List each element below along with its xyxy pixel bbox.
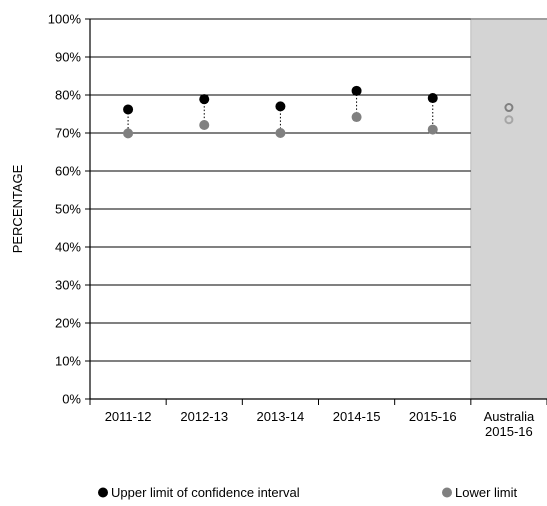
x-tick-label: 2015-16 xyxy=(409,409,457,424)
lower-limit-point xyxy=(427,124,438,135)
reference-label: Australia xyxy=(484,409,535,424)
y-tick-label: 60% xyxy=(55,164,81,179)
upper-limit-point xyxy=(123,104,134,115)
y-axis-title: PERCENTAGE xyxy=(10,164,25,253)
lower-limit-point xyxy=(351,112,362,123)
upper-limit-point xyxy=(199,94,210,105)
legend-label-lower: Lower limit xyxy=(455,485,518,500)
y-tick-label: 80% xyxy=(55,88,81,103)
reference-upper-point xyxy=(504,103,514,113)
lower-limit-point xyxy=(123,128,134,139)
y-tick-label: 70% xyxy=(55,126,81,141)
y-tick-label: 20% xyxy=(55,316,81,331)
y-tick-label: 90% xyxy=(55,50,81,65)
upper-limit-point xyxy=(351,85,362,96)
lower-limit-point xyxy=(275,128,286,138)
x-tick-label: 2014-15 xyxy=(333,409,381,424)
upper-limit-point xyxy=(427,93,438,104)
legend-label-upper: Upper limit of confidence interval xyxy=(111,485,300,500)
legend-marker-lower xyxy=(442,487,452,498)
y-tick-label: 100% xyxy=(48,12,82,27)
x-tick-label: 2012-13 xyxy=(180,409,228,424)
y-tick-label: 0% xyxy=(62,392,81,407)
legend-marker-upper xyxy=(98,487,108,498)
reference-label: 2015-16 xyxy=(485,424,533,439)
reference-shade xyxy=(470,19,547,399)
y-tick-label: 10% xyxy=(55,354,81,369)
x-tick-label: 2013-14 xyxy=(257,409,305,424)
lower-limit-point xyxy=(199,120,210,131)
y-tick-label: 30% xyxy=(55,278,81,293)
reference-lower-point xyxy=(504,115,514,125)
y-tick-label: 40% xyxy=(55,240,81,255)
upper-limit-point xyxy=(275,101,286,112)
y-tick-label: 50% xyxy=(55,202,81,217)
x-tick-label: 2011-12 xyxy=(105,409,152,424)
